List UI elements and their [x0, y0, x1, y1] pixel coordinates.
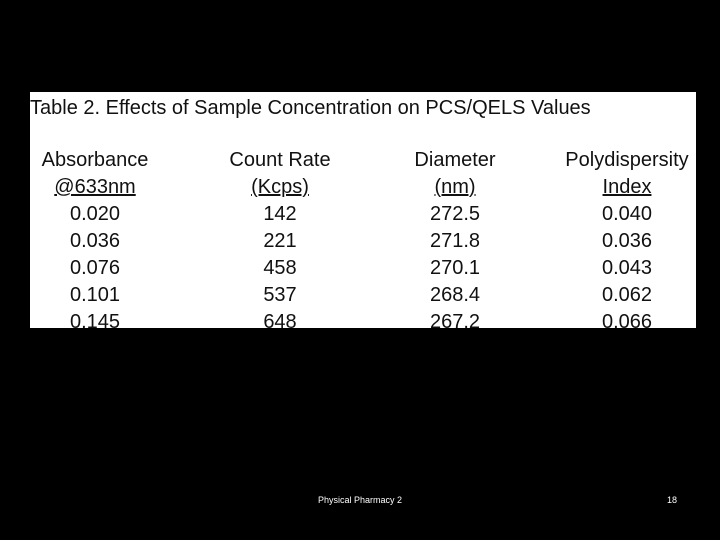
table-cell: 0.036: [69, 230, 121, 252]
table-title: Table 2. Effects of Sample Concentration…: [30, 97, 591, 119]
table-cell: 268.4: [429, 284, 481, 306]
table-cell: 0.040: [601, 203, 653, 225]
table-cell: 648: [263, 311, 297, 328]
table-cell: 0.036: [601, 230, 653, 252]
page-number: 18: [666, 495, 678, 505]
column-header: Diameter: [414, 149, 496, 171]
table-cell: 0.043: [601, 257, 653, 279]
footer-text: Physical Pharmacy 2: [317, 495, 403, 505]
column-header: Polydispersity: [565, 149, 689, 171]
table-cell: 0.101: [69, 284, 121, 306]
table-cell: 0.145: [69, 311, 121, 328]
table-cell: 271.8: [429, 230, 481, 252]
table-cell: 0.062: [601, 284, 653, 306]
table-cell: 0.020: [69, 203, 121, 225]
table-cell: 0.076: [69, 257, 121, 279]
column-header: (Kcps): [251, 176, 309, 198]
table-cell: 270.1: [429, 257, 481, 279]
column-header: Count Rate: [229, 149, 331, 171]
table-cell: 221: [263, 230, 297, 252]
column-header: @633nm: [54, 176, 136, 198]
table-cell: 267.2: [429, 311, 481, 328]
column-header: Index: [602, 176, 652, 198]
table-cell: 458: [263, 257, 297, 279]
column-header: (nm): [434, 176, 476, 198]
table-cell: 537: [263, 284, 297, 306]
table-image: Table 2. Effects of Sample Concentration…: [30, 92, 696, 328]
table-cell: 142: [263, 203, 297, 225]
table-cell: 272.5: [429, 203, 481, 225]
table-cell: 0.066: [601, 311, 653, 328]
column-header: Absorbance: [41, 149, 149, 171]
